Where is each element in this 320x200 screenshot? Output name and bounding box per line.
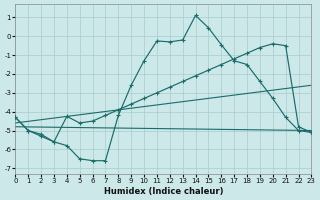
X-axis label: Humidex (Indice chaleur): Humidex (Indice chaleur) (104, 187, 223, 196)
